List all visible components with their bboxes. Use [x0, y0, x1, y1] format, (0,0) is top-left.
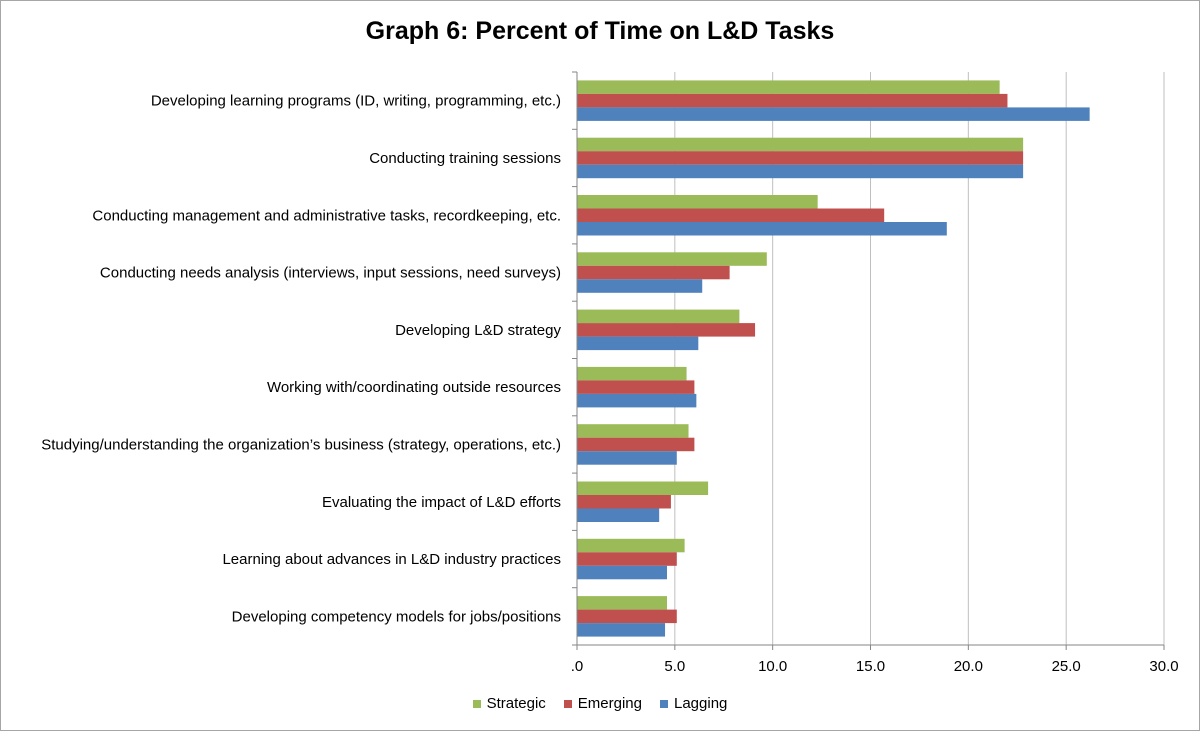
bar-strategic: [577, 309, 740, 324]
legend-swatch-emerging: [563, 699, 572, 708]
legend-swatch-strategic: [472, 699, 481, 708]
legend-item-emerging: Emerging: [563, 695, 642, 712]
bar-emerging: [577, 265, 730, 280]
category-label: Developing L&D strategy: [395, 322, 561, 339]
bar-lagging: [577, 336, 699, 351]
bar-strategic: [577, 424, 689, 438]
bar-lagging: [577, 107, 1090, 121]
category-label: Conducting needs analysis (interviews, i…: [100, 265, 561, 282]
bar-emerging: [577, 609, 677, 624]
bar-strategic: [577, 80, 1000, 94]
x-tick-label: 5.0: [664, 658, 685, 675]
x-tick-label: .0: [571, 658, 584, 675]
bar-lagging: [577, 451, 677, 465]
category-label: Learning about advances in L&D industry …: [222, 551, 561, 568]
category-label: Developing learning programs (ID, writin…: [151, 93, 561, 110]
bar-strategic: [577, 366, 687, 381]
bar-emerging: [577, 495, 671, 509]
legend-item-strategic: Strategic: [472, 695, 546, 712]
x-tick-label: 15.0: [856, 658, 885, 675]
bar-emerging: [577, 323, 756, 337]
bar-emerging: [577, 208, 885, 222]
bar-lagging: [577, 508, 660, 522]
bar-strategic: [577, 195, 818, 209]
bar-lagging: [577, 393, 697, 408]
x-tick-label: 10.0: [758, 658, 787, 675]
bar-lagging: [577, 164, 1024, 179]
bar-strategic: [577, 137, 1024, 152]
bar-emerging: [577, 552, 677, 566]
bar-lagging: [577, 565, 668, 580]
legend-item-lagging: Lagging: [660, 695, 727, 712]
legend-swatch-lagging: [660, 699, 668, 708]
bar-emerging: [577, 151, 1024, 165]
bar-emerging: [577, 93, 1008, 108]
bar-lagging: [577, 623, 666, 637]
bar-strategic: [577, 538, 685, 553]
legend-label-lagging: Lagging: [674, 695, 728, 712]
category-label: Developing competency models for jobs/po…: [232, 608, 561, 625]
bar-emerging: [577, 380, 695, 394]
category-label: Conducting training sessions: [369, 150, 561, 167]
legend-label-emerging: Emerging: [577, 695, 642, 712]
category-label: Studying/understanding the organization’…: [41, 436, 561, 453]
bar-strategic: [577, 596, 668, 610]
bar-emerging: [577, 437, 695, 452]
legend-label-strategic: Strategic: [486, 695, 546, 712]
chart-legend: Strategic Emerging Lagging: [0, 695, 1200, 712]
bar-lagging: [577, 222, 947, 236]
bar-lagging: [577, 279, 703, 293]
x-tick-label: 25.0: [1052, 658, 1081, 675]
chart-title: Graph 6: Percent of Time on L&D Tasks: [365, 17, 835, 45]
category-label: Conducting management and administrative…: [92, 207, 561, 224]
x-tick-label: 30.0: [1149, 658, 1178, 675]
bar-strategic: [577, 481, 709, 495]
bar-strategic: [577, 252, 767, 266]
category-label: Evaluating the impact of L&D efforts: [322, 494, 561, 511]
x-tick-label: 20.0: [954, 658, 983, 675]
category-label: Working with/coordinating outside resour…: [267, 379, 561, 396]
